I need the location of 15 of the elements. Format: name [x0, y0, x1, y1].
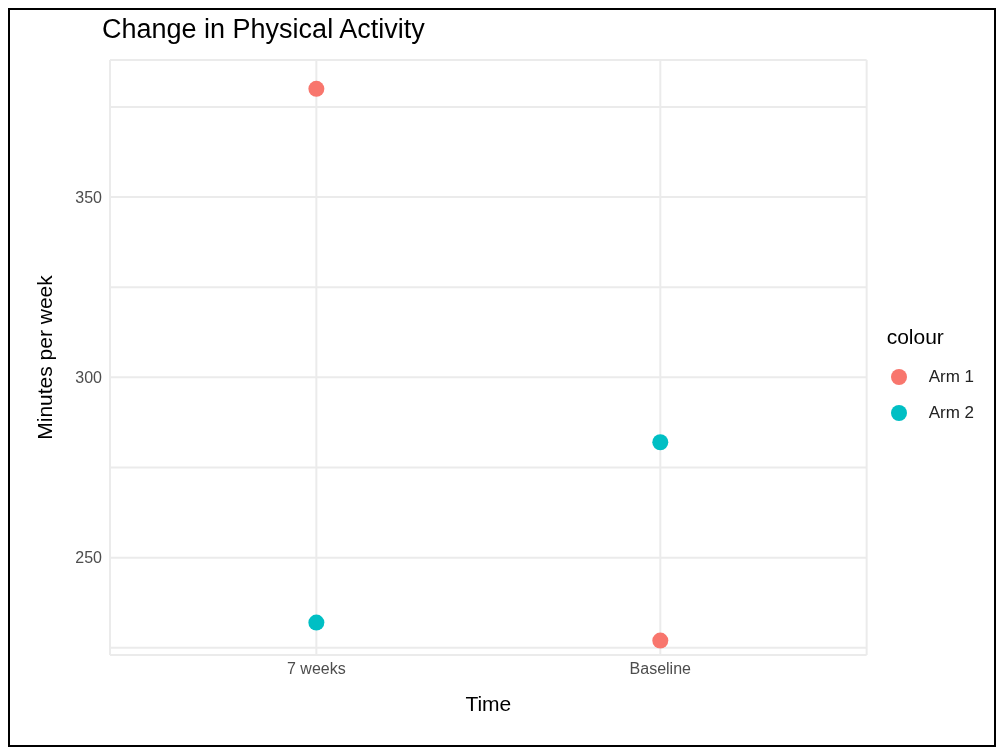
point: [652, 434, 669, 451]
y-tick-label: 250: [75, 549, 103, 567]
x-tick-label: 7 weeks: [287, 660, 346, 678]
point: [652, 632, 669, 649]
legend-label: Arm 2: [928, 402, 974, 423]
legend-title: colour: [886, 324, 945, 349]
y-tick-label: 300: [75, 369, 103, 387]
chart-title: Change in Physical Activity: [102, 14, 425, 45]
y-axis-title: Minutes per week: [33, 274, 57, 440]
legend-label: Arm 1: [928, 366, 974, 387]
x-axis-title: Time: [465, 692, 512, 715]
x-tick-label: Baseline: [629, 660, 692, 678]
point: [308, 80, 325, 97]
point: [308, 614, 325, 631]
y-tick-label: 350: [75, 188, 103, 206]
